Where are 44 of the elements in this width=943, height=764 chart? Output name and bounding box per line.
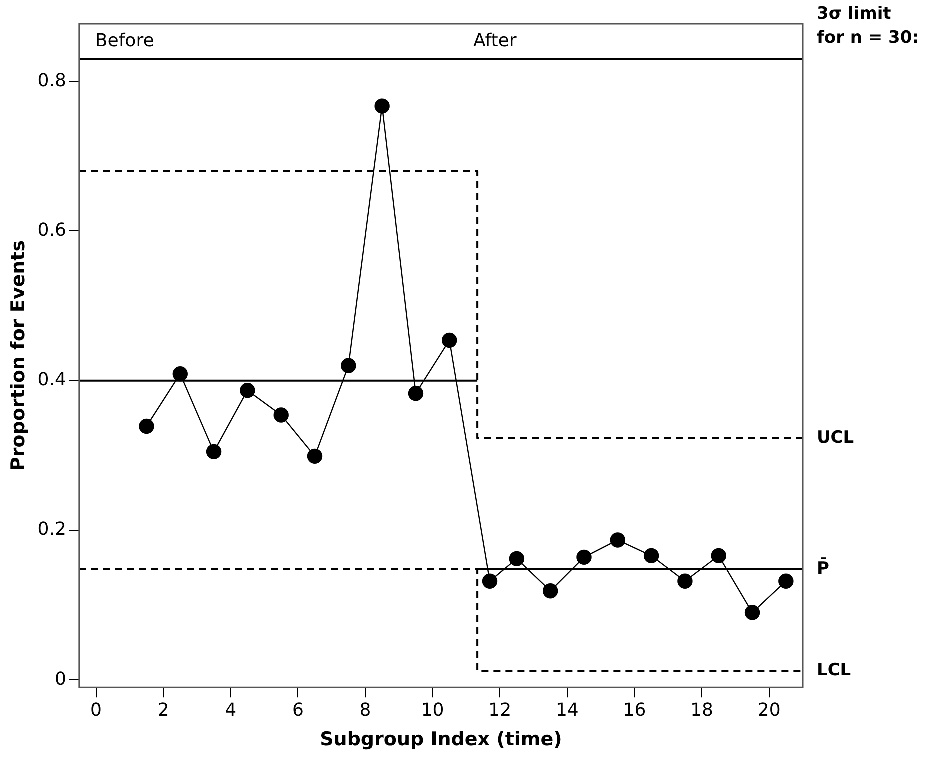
y-axis-title: Proportion for Events <box>7 240 30 472</box>
x-tick-label: 4 <box>225 700 237 722</box>
point <box>711 548 726 564</box>
point <box>778 574 794 589</box>
point <box>509 551 525 567</box>
point <box>644 548 660 564</box>
point <box>374 98 390 114</box>
text: 3σ limit for n = 30: <box>817 4 920 48</box>
series-label: UCL <box>817 428 854 448</box>
annotation: Before <box>95 30 154 52</box>
point <box>408 386 424 402</box>
point <box>744 605 760 620</box>
y-tick-label: 0.8 <box>38 70 66 92</box>
x-tick-label: 0 <box>90 700 102 722</box>
x-tick-label: 10 <box>421 700 444 722</box>
point <box>274 408 289 423</box>
point <box>341 358 356 374</box>
point <box>542 583 558 599</box>
point <box>678 574 693 589</box>
point <box>610 532 626 548</box>
y-tick-label: 0 <box>54 668 66 690</box>
x-tick-label: 16 <box>623 700 646 722</box>
y-tick-label: 0.2 <box>38 519 66 540</box>
y-tick-label: 0.6 <box>38 220 66 241</box>
point <box>172 366 188 382</box>
x-tick-label: 6 <box>292 700 304 722</box>
x-tick-label: 8 <box>360 700 372 722</box>
y-tick-label: 0.4 <box>38 370 66 391</box>
point <box>307 448 323 464</box>
point <box>240 382 256 398</box>
x-tick-label: 12 <box>488 700 512 722</box>
point <box>576 550 592 566</box>
x-tick-label: 14 <box>556 700 579 722</box>
point <box>206 444 222 460</box>
x-tick-label: 2 <box>158 700 170 722</box>
annotation: After <box>474 30 518 52</box>
x-tick-label: 20 <box>758 700 781 722</box>
series-label: LCL <box>817 660 852 681</box>
point <box>482 574 498 589</box>
point <box>442 332 458 348</box>
point <box>139 418 154 434</box>
x-axis-title: Subgroup Index (time) <box>320 728 562 751</box>
x-tick-label: 18 <box>690 700 714 722</box>
series-label: P̄ <box>817 558 830 579</box>
